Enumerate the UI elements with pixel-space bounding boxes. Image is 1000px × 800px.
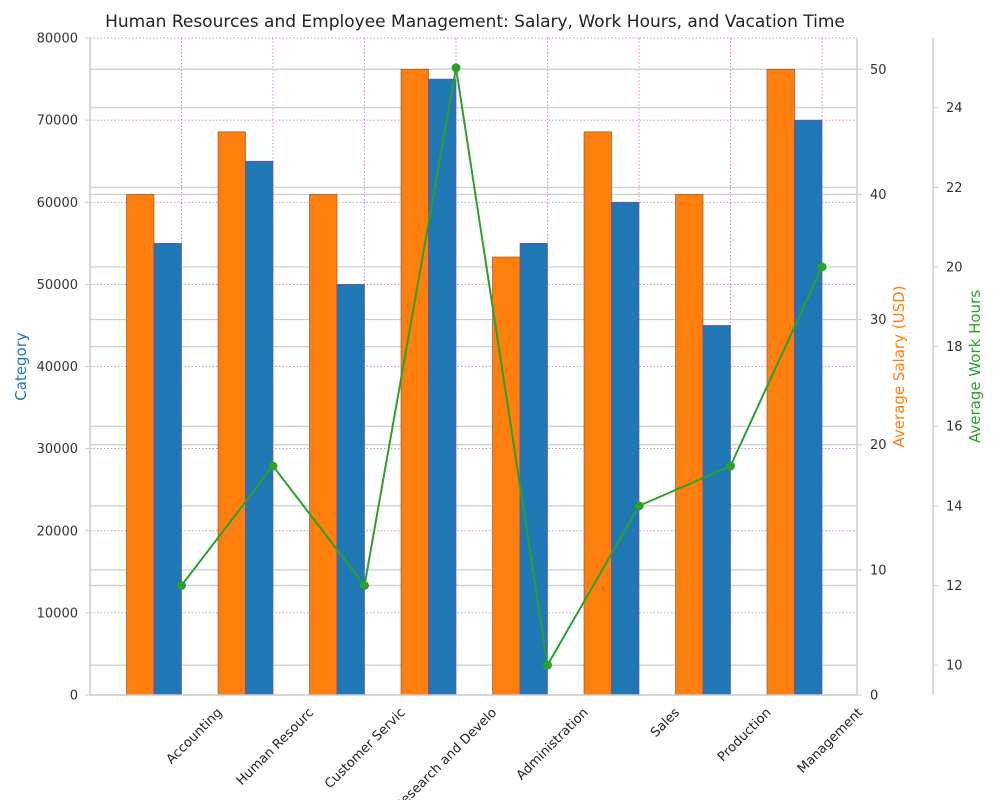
- left-tick-label: 50000: [37, 278, 78, 293]
- x-category-label: Administration: [514, 705, 592, 783]
- right-tick-label: 30: [870, 313, 887, 328]
- left-tick-label: 30000: [37, 442, 78, 457]
- bar-category-value: [428, 78, 457, 696]
- bar-average-salary: [583, 131, 612, 696]
- outer-tick-label: 18: [946, 340, 963, 355]
- line-layer: [177, 63, 827, 670]
- bar-category-value: [245, 160, 274, 696]
- left-tick-label: 70000: [37, 114, 78, 129]
- x-category-label: Accounting: [164, 705, 226, 767]
- line-point: [726, 461, 735, 471]
- bar-average-salary: [766, 68, 795, 696]
- outer-tick-label: 24: [946, 101, 963, 116]
- x-category-label: Customer Servic: [322, 705, 408, 791]
- outer-tick-label: 22: [946, 181, 963, 196]
- bars-layer: [126, 68, 823, 696]
- bar-category-value: [702, 325, 731, 696]
- right-tick-label: 50: [870, 63, 887, 78]
- left-tick-label: 20000: [37, 524, 78, 539]
- outer-tick-label: 14: [946, 499, 963, 514]
- bar-category-value: [153, 243, 182, 696]
- x-category-label: Research and Develo: [392, 705, 500, 800]
- bar-category-value: [611, 201, 640, 696]
- bar-category-value: [336, 284, 365, 696]
- x-category-label: Management: [795, 705, 866, 776]
- left-tick-label: 10000: [37, 606, 78, 621]
- right-tick-label: 10: [870, 563, 887, 578]
- line-point: [451, 63, 461, 73]
- outer-tick-label: 20: [946, 260, 963, 275]
- bar-average-salary: [126, 194, 155, 696]
- x-category-label: Production: [715, 705, 775, 765]
- line-point: [543, 660, 552, 670]
- axes-layer: [85, 37, 938, 696]
- left-tick-label: 80000: [37, 32, 78, 47]
- right-axis-title: Average Salary (USD): [890, 285, 908, 447]
- left-tick-label: 0: [70, 689, 78, 704]
- right-tick-label: 40: [870, 188, 887, 203]
- line-average-work-hours: [180, 67, 823, 669]
- line-point: [268, 461, 278, 471]
- left-tick-label: 60000: [37, 196, 78, 211]
- bar-category-value: [519, 243, 548, 696]
- bar-average-salary: [492, 256, 521, 696]
- chart-title: Human Resources and Employee Management:…: [105, 12, 845, 32]
- line-point: [360, 581, 369, 590]
- line-point: [817, 262, 827, 272]
- x-category-label: Sales: [648, 705, 683, 740]
- left-tick-label: 40000: [37, 360, 78, 375]
- bar-average-salary: [675, 194, 704, 696]
- line-point: [634, 501, 644, 511]
- right-tick-label: 0: [870, 689, 878, 704]
- outer-tick-label: 10: [946, 659, 963, 674]
- bar-average-salary: [400, 68, 429, 696]
- right-tick-label: 20: [870, 438, 887, 453]
- grid-layer: [90, 37, 857, 696]
- left-axis-title: Category: [12, 332, 30, 401]
- bar-average-salary: [217, 131, 246, 696]
- bar-average-salary: [309, 194, 338, 696]
- bar-category-value: [794, 119, 823, 696]
- x-category-label: Human Resourc: [234, 705, 317, 788]
- outer-axis-title: Average Work Hours: [966, 290, 984, 443]
- outer-tick-label: 12: [946, 579, 963, 594]
- line-point: [177, 581, 186, 590]
- outer-tick-label: 16: [946, 420, 963, 435]
